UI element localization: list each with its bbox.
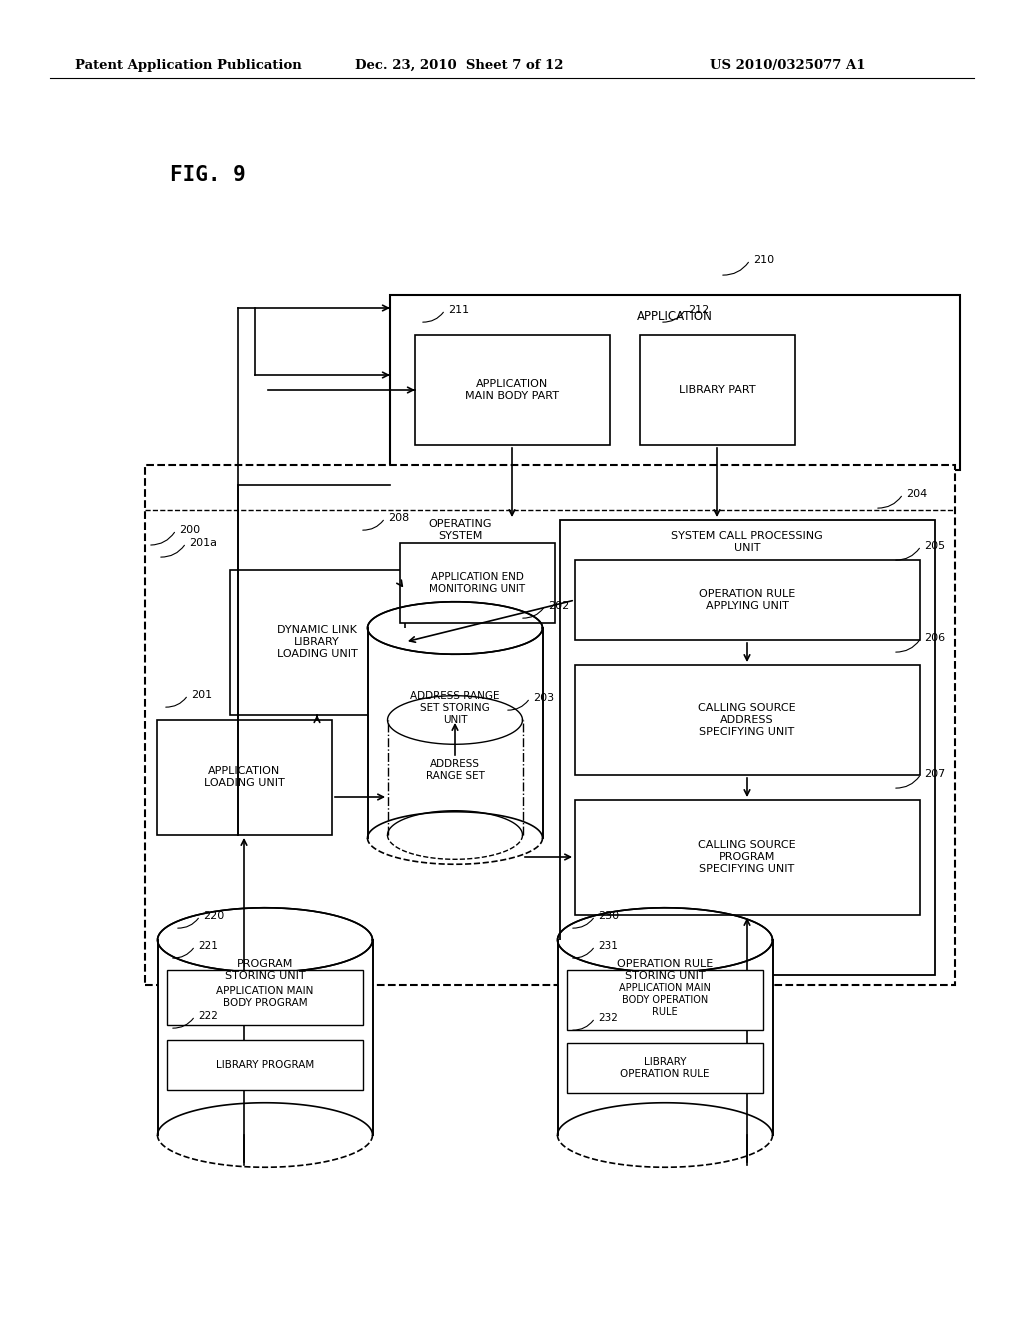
Text: Patent Application Publication: Patent Application Publication xyxy=(75,58,302,71)
Text: 210: 210 xyxy=(753,255,774,265)
Text: 211: 211 xyxy=(449,305,469,315)
Text: CALLING SOURCE
ADDRESS
SPECIFYING UNIT: CALLING SOURCE ADDRESS SPECIFYING UNIT xyxy=(698,704,796,737)
Bar xyxy=(167,1040,362,1090)
Bar xyxy=(560,520,935,975)
Text: LIBRARY
OPERATION RULE: LIBRARY OPERATION RULE xyxy=(621,1057,710,1078)
Text: 212: 212 xyxy=(688,305,710,315)
Text: DYNAMIC LINK
LIBRARY
LOADING UNIT: DYNAMIC LINK LIBRARY LOADING UNIT xyxy=(276,626,357,659)
Text: LIBRARY PROGRAM: LIBRARY PROGRAM xyxy=(216,1060,314,1071)
Text: APPLICATION MAIN
BODY OPERATION
RULE: APPLICATION MAIN BODY OPERATION RULE xyxy=(620,983,711,1016)
Text: 201a: 201a xyxy=(189,539,217,548)
Bar xyxy=(400,543,555,623)
Text: FIG. 9: FIG. 9 xyxy=(170,165,246,185)
Text: 208: 208 xyxy=(388,513,410,523)
Polygon shape xyxy=(557,940,772,1135)
Bar xyxy=(390,294,961,470)
Text: 206: 206 xyxy=(924,634,945,643)
Text: APPLICATION
LOADING UNIT: APPLICATION LOADING UNIT xyxy=(204,766,285,788)
Text: 232: 232 xyxy=(598,1012,617,1023)
Text: US 2010/0325077 A1: US 2010/0325077 A1 xyxy=(710,58,865,71)
Text: APPLICATION: APPLICATION xyxy=(637,310,713,323)
Bar xyxy=(575,560,920,640)
Bar xyxy=(145,465,955,985)
Text: 220: 220 xyxy=(203,911,224,921)
Bar xyxy=(167,970,362,1026)
Text: 207: 207 xyxy=(924,770,945,779)
Text: 231: 231 xyxy=(598,941,617,950)
Text: APPLICATION END
MONITORING UNIT: APPLICATION END MONITORING UNIT xyxy=(429,572,525,594)
Text: 221: 221 xyxy=(198,941,218,950)
Bar xyxy=(415,335,610,445)
Polygon shape xyxy=(368,628,543,838)
Bar xyxy=(567,970,763,1030)
Text: ADDRESS RANGE
SET STORING
UNIT: ADDRESS RANGE SET STORING UNIT xyxy=(411,692,500,725)
Polygon shape xyxy=(158,940,373,1135)
Text: 200: 200 xyxy=(179,525,200,535)
Text: 222: 222 xyxy=(198,1011,218,1020)
Bar xyxy=(575,800,920,915)
Text: 204: 204 xyxy=(906,488,928,499)
Bar xyxy=(640,335,795,445)
Text: 203: 203 xyxy=(534,693,554,704)
Text: LIBRARY PART: LIBRARY PART xyxy=(679,385,756,395)
Text: OPERATION RULE
STORING UNIT: OPERATION RULE STORING UNIT xyxy=(616,960,713,981)
Bar xyxy=(157,719,332,836)
Text: APPLICATION
MAIN BODY PART: APPLICATION MAIN BODY PART xyxy=(465,379,559,401)
Text: 202: 202 xyxy=(548,601,569,611)
Text: PROGRAM
STORING UNIT: PROGRAM STORING UNIT xyxy=(224,960,305,981)
Text: APPLICATION MAIN
BODY PROGRAM: APPLICATION MAIN BODY PROGRAM xyxy=(216,986,313,1007)
Bar xyxy=(575,665,920,775)
Text: OPERATION RULE
APPLYING UNIT: OPERATION RULE APPLYING UNIT xyxy=(698,589,795,611)
Text: 230: 230 xyxy=(598,911,620,921)
Bar xyxy=(230,570,406,715)
Text: Dec. 23, 2010  Sheet 7 of 12: Dec. 23, 2010 Sheet 7 of 12 xyxy=(355,58,563,71)
Text: SYSTEM CALL PROCESSING
UNIT: SYSTEM CALL PROCESSING UNIT xyxy=(671,531,823,553)
Text: CALLING SOURCE
PROGRAM
SPECIFYING UNIT: CALLING SOURCE PROGRAM SPECIFYING UNIT xyxy=(698,841,796,874)
Text: 201: 201 xyxy=(191,690,212,700)
Text: 205: 205 xyxy=(924,541,945,550)
Text: ADDRESS
RANGE SET: ADDRESS RANGE SET xyxy=(426,759,484,781)
Bar xyxy=(567,1043,763,1093)
Text: OPERATING
SYSTEM: OPERATING SYSTEM xyxy=(428,519,492,541)
